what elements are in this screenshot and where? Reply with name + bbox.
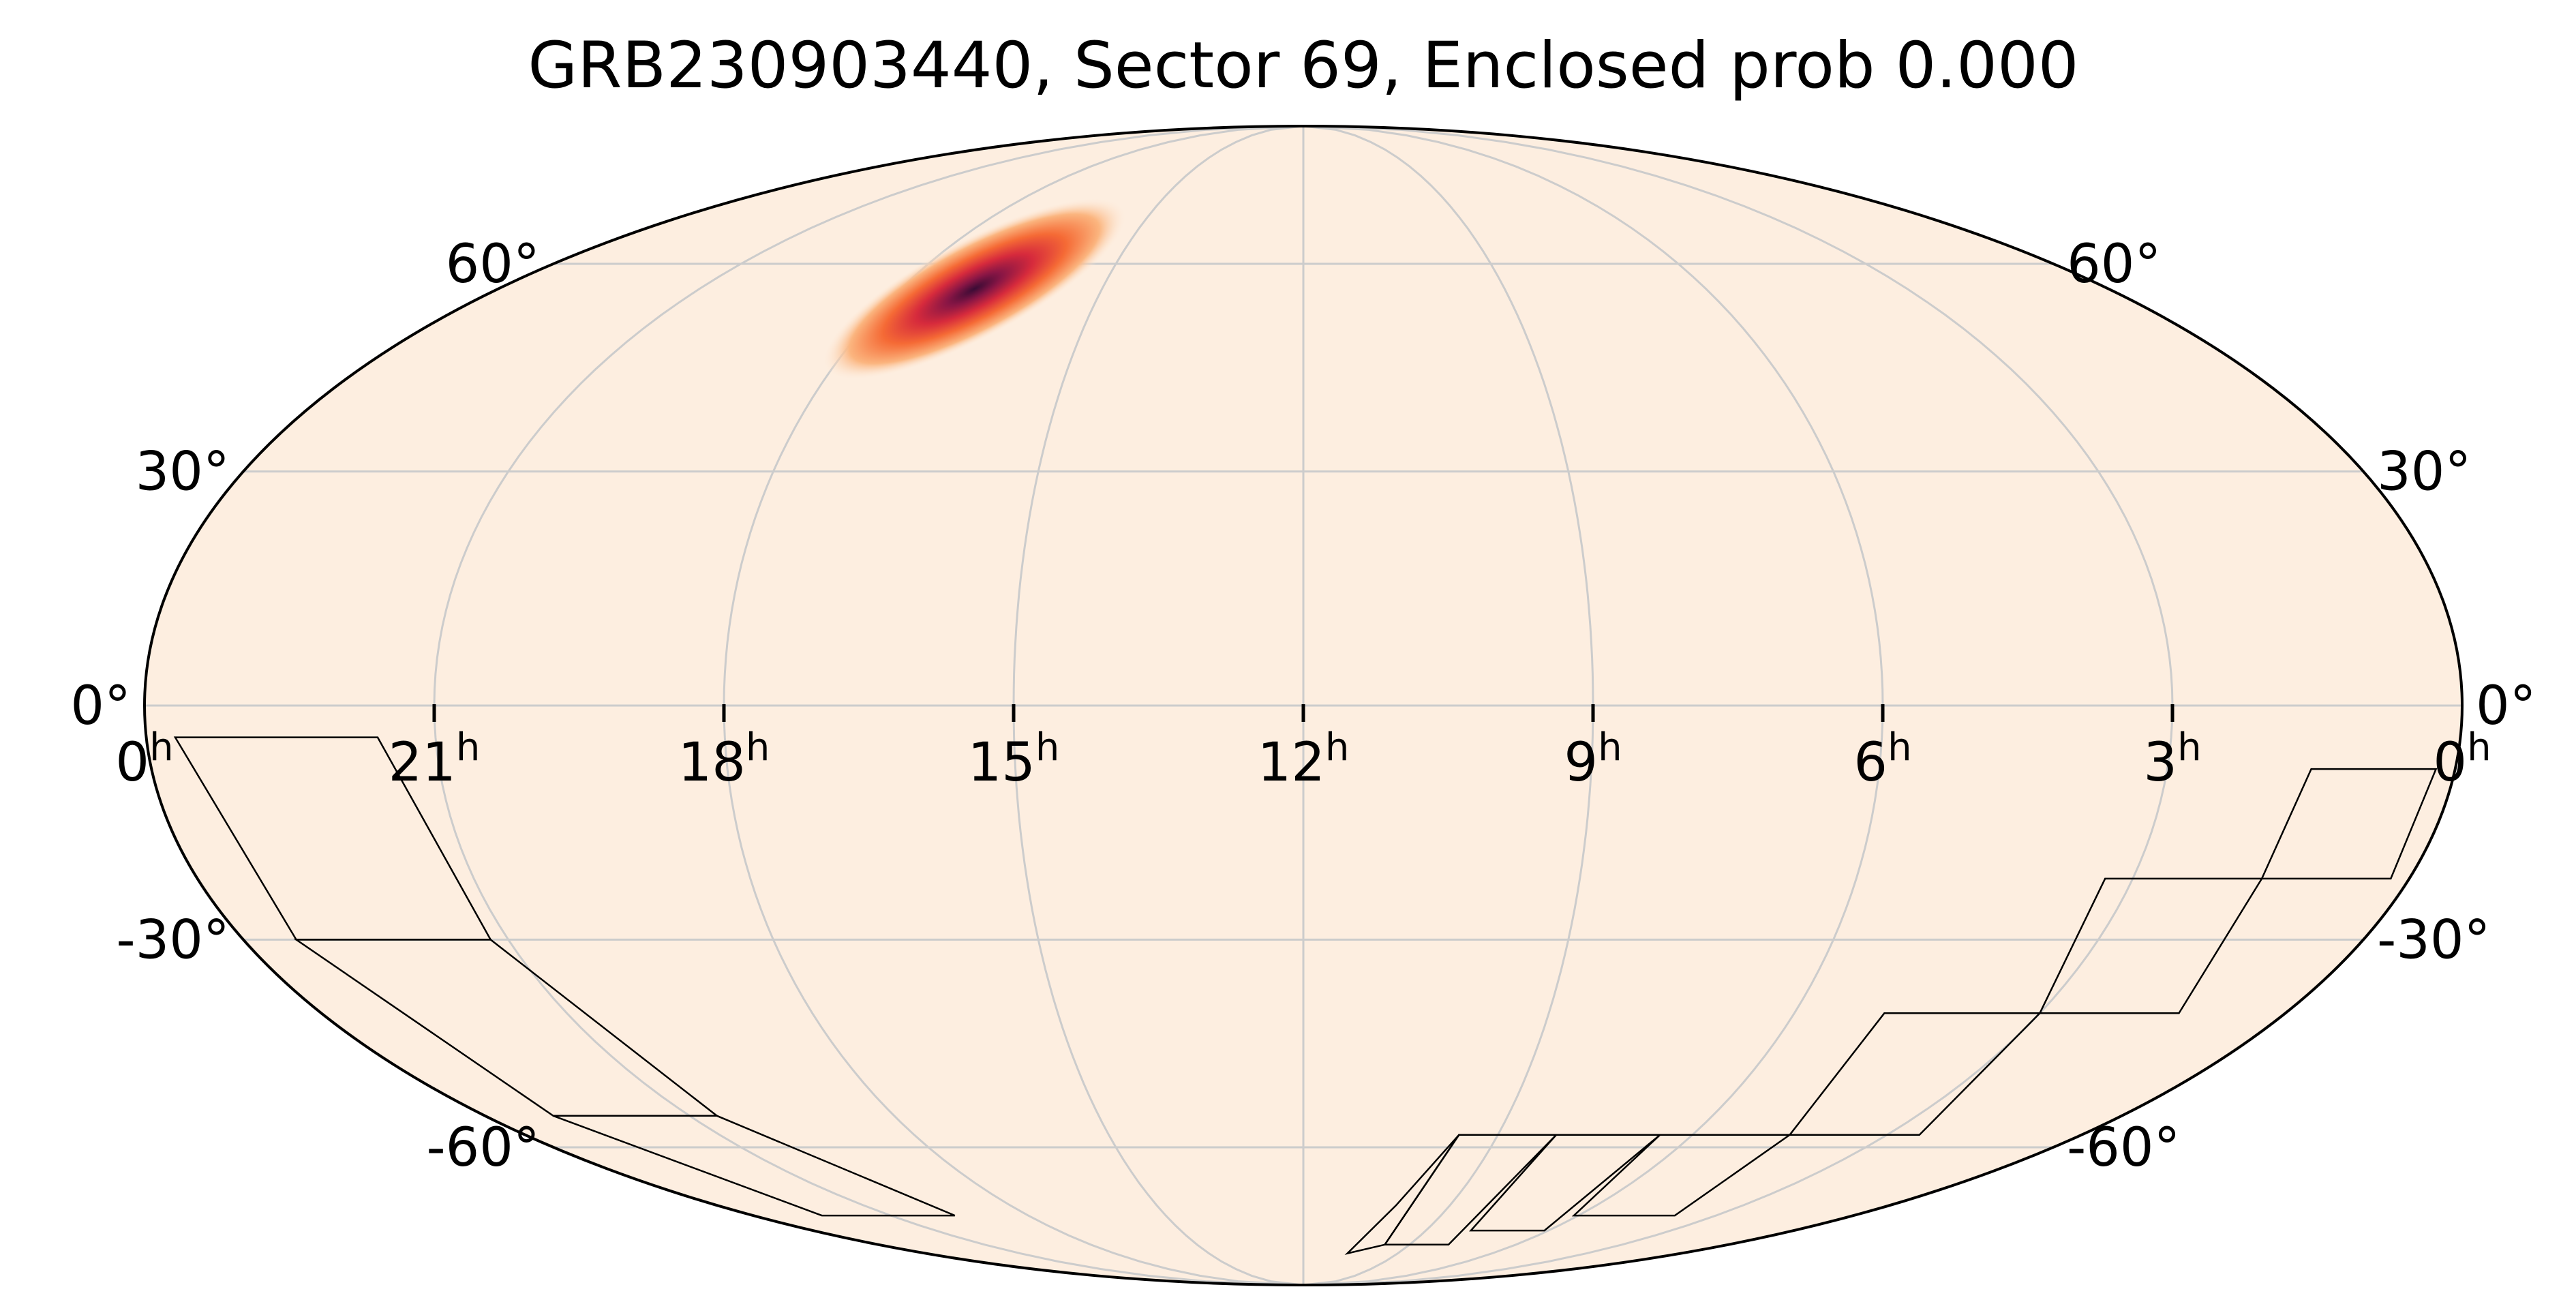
dec-label-left-0: 0°	[70, 676, 131, 737]
dec-label-right-60: 60°	[2067, 234, 2161, 295]
dec-tick-labels: 60° 60° 30° 30° 0° 0° -30° -30° -60° -60°	[70, 234, 2536, 1179]
footprint-6	[1787, 1012, 2042, 1136]
footprint-10	[1344, 1134, 1460, 1255]
ra-label-24: 0h	[115, 725, 173, 793]
chart-title: GRB230903440, Sector 69, Enclosed prob 0…	[528, 29, 2078, 103]
dec-label-right-0: 0°	[2476, 676, 2536, 737]
probability-hotspot	[822, 198, 1127, 380]
dec-label-right-30: 30°	[2377, 442, 2471, 503]
dec-label-left--30: -30°	[116, 909, 229, 971]
footprint-8	[1469, 1134, 1663, 1232]
footprint-4	[2260, 768, 2438, 880]
tess-footprints	[173, 736, 2438, 1255]
dec-label-right--30: -30°	[2377, 909, 2490, 971]
hotspot-blob	[822, 198, 1127, 380]
footprint-7	[1571, 1134, 1793, 1217]
footprint-5	[2038, 877, 2264, 1014]
ra-tick-marks	[432, 704, 2175, 722]
footprint-3	[553, 1115, 956, 1217]
dec-label-left-30: 30°	[136, 442, 230, 503]
dec-label-left--60: -60°	[426, 1117, 539, 1179]
dec-label-left-60: 60°	[446, 234, 540, 295]
sky-outline	[143, 125, 2464, 1286]
dec-label-right--60: -60°	[2067, 1117, 2180, 1179]
ra-label-9: 9h	[1564, 725, 1622, 793]
ra-tick-labels: 0h 21h 18h 15h 12h 9h 6h 3h 0h	[115, 725, 2491, 793]
